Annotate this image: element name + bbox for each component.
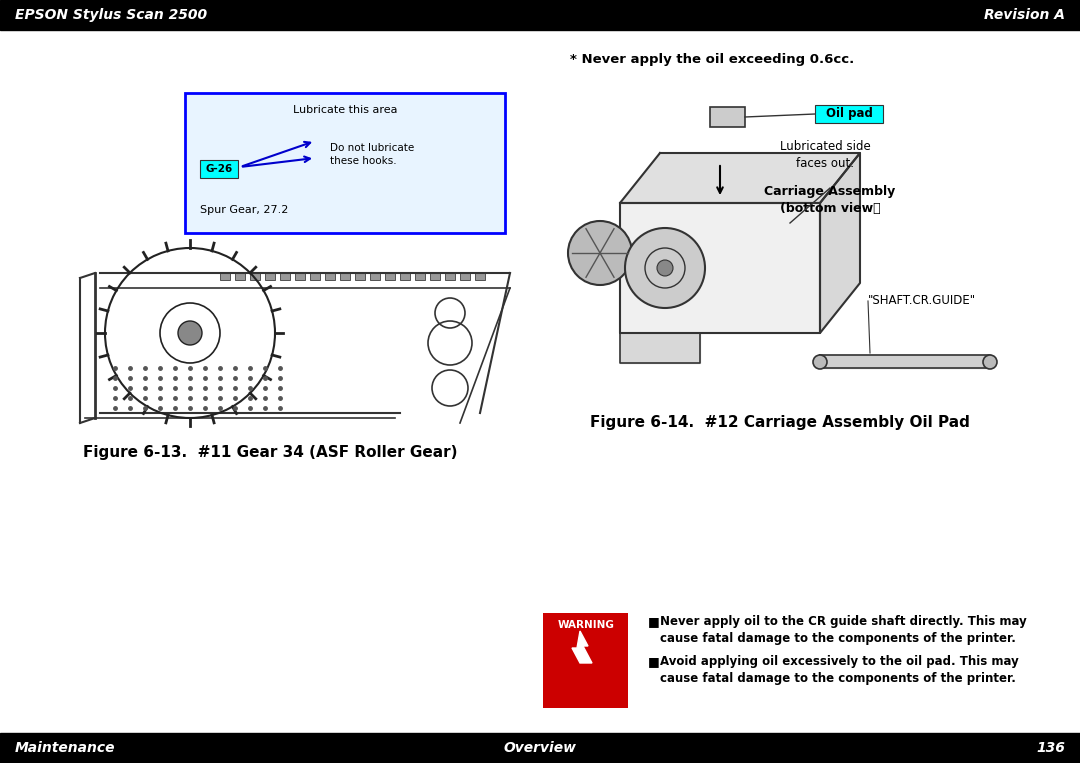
Text: "SHAFT.CR.GUIDE": "SHAFT.CR.GUIDE" [868,295,976,307]
Ellipse shape [983,355,997,369]
Bar [384,272,395,280]
Text: ■: ■ [648,655,660,668]
Text: EPSON Stylus Scan 2500: EPSON Stylus Scan 2500 [15,8,207,22]
Text: Carriage Assembly
(bottom view）: Carriage Assembly (bottom view） [765,185,895,215]
Text: Do not lubricate
these hooks.: Do not lubricate these hooks. [330,143,415,166]
Text: Spur Gear, 27.2: Spur Gear, 27.2 [200,205,288,215]
Polygon shape [620,333,700,363]
Bar [249,272,260,280]
Bar [370,272,380,280]
Text: Overview: Overview [503,741,577,755]
Text: * Never apply the oil exceeding 0.6cc.: * Never apply the oil exceeding 0.6cc. [570,53,854,66]
Bar [400,272,410,280]
Text: WARNING: WARNING [557,620,615,630]
Text: Avoid applying oil excessively to the oil pad. This may
cause fatal damage to th: Avoid applying oil excessively to the oi… [660,655,1018,685]
Ellipse shape [813,355,827,369]
Bar [355,272,365,280]
Text: G-26: G-26 [205,164,232,174]
Polygon shape [820,355,990,368]
Circle shape [657,260,673,276]
Bar [445,272,455,280]
Bar [475,272,485,280]
Bar [185,93,505,233]
Circle shape [178,321,202,345]
Text: Figure 6-14.  #12 Carriage Assembly Oil Pad: Figure 6-14. #12 Carriage Assembly Oil P… [590,415,970,430]
Text: 136: 136 [1036,741,1065,755]
Polygon shape [620,153,860,203]
Bar [265,272,275,280]
Bar [543,613,627,708]
Bar [340,272,350,280]
Bar [415,272,426,280]
Bar [280,272,291,280]
Text: Maintenance: Maintenance [15,741,116,755]
Bar [295,272,305,280]
Polygon shape [572,631,592,663]
Text: Revision A: Revision A [984,8,1065,22]
Text: Never apply oil to the CR guide shaft directly. This may
cause fatal damage to t: Never apply oil to the CR guide shaft di… [660,615,1027,645]
Bar [235,272,245,280]
Bar [325,272,335,280]
Bar [0,0,1080,30]
Text: Lubricate this area: Lubricate this area [293,105,397,115]
Text: Figure 6-13.  #11 Gear 34 (ASF Roller Gear): Figure 6-13. #11 Gear 34 (ASF Roller Gea… [83,445,457,460]
Text: ■: ■ [648,615,660,628]
Bar [460,272,470,280]
Text: Lubricated side
faces out.: Lubricated side faces out. [780,140,870,170]
Circle shape [625,228,705,308]
Bar [430,272,440,280]
Bar [310,272,320,280]
Bar [220,272,230,280]
Bar [815,105,883,123]
Bar [0,733,1080,763]
Text: Oil pad: Oil pad [825,108,873,121]
Bar [710,107,745,127]
Polygon shape [820,153,860,333]
Polygon shape [620,203,820,333]
Circle shape [568,221,632,285]
Bar [200,160,238,178]
